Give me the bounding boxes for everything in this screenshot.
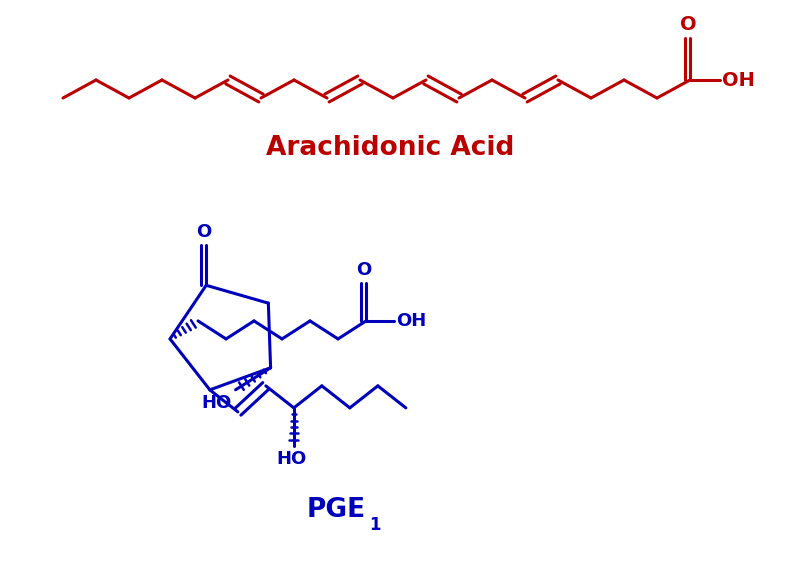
- Text: 1: 1: [369, 516, 381, 534]
- Text: PGE: PGE: [307, 497, 366, 523]
- Text: OH: OH: [396, 312, 426, 330]
- Text: HO: HO: [202, 394, 231, 412]
- Text: O: O: [357, 261, 372, 279]
- Text: HO: HO: [277, 450, 307, 468]
- Text: OH: OH: [722, 71, 755, 89]
- Text: O: O: [680, 15, 696, 34]
- Text: O: O: [197, 223, 212, 241]
- Text: Arachidonic Acid: Arachidonic Acid: [266, 135, 514, 161]
